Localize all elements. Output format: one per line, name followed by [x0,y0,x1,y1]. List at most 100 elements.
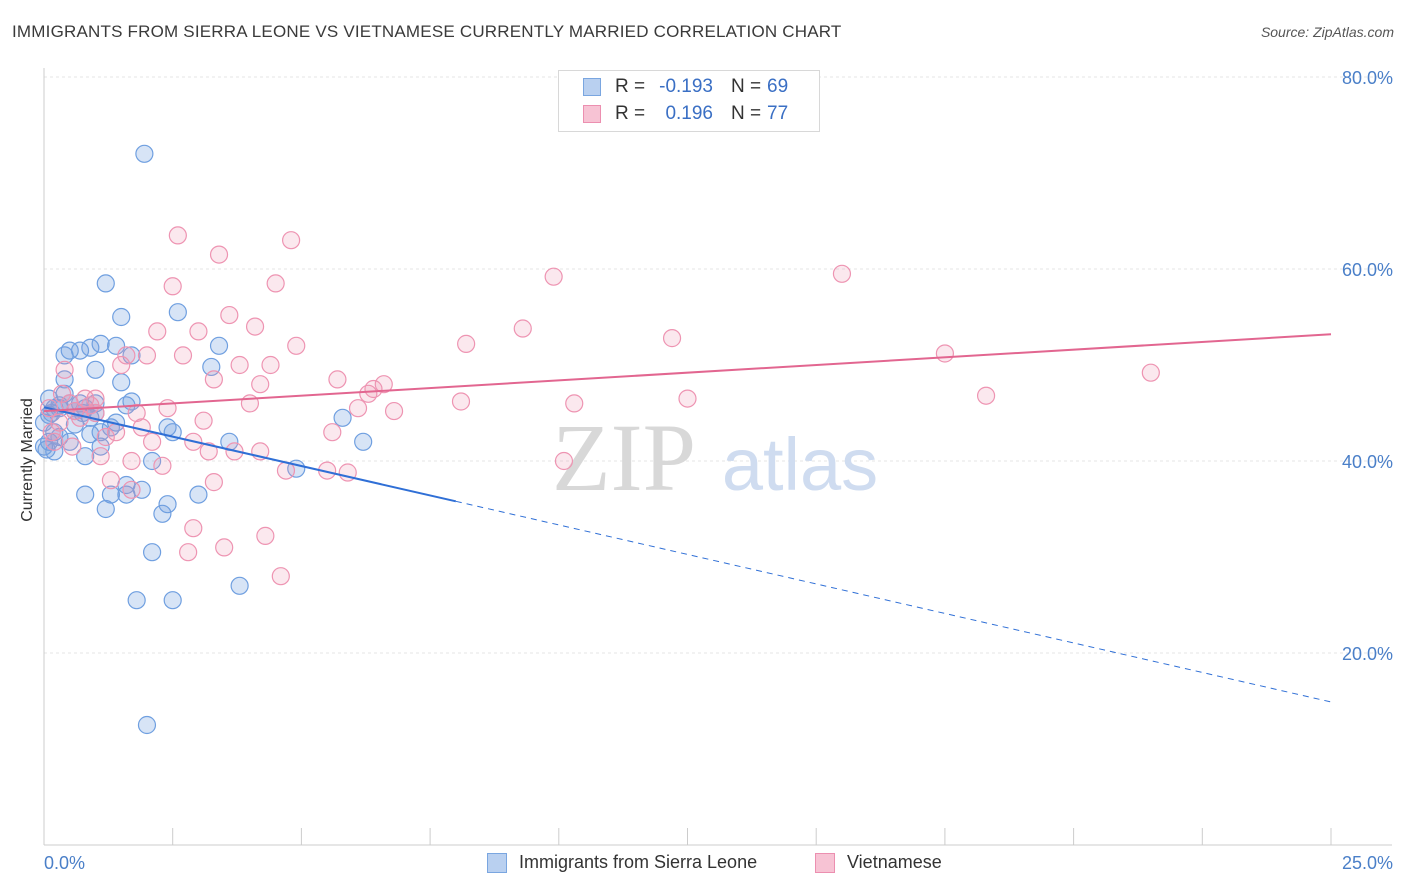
data-point-vietnamese [52,384,72,403]
data-point-vietnamese [1141,363,1160,382]
trend-lines [43,333,1332,703]
data-point-vietnamese [328,370,347,389]
data-point-vietnamese [148,322,167,341]
y-axis-label: Currently Married [19,398,36,522]
r-value-blue: -0.193 [659,76,713,97]
data-point-sierra-leone [76,485,95,504]
data-point-vietnamese [127,403,146,423]
data-point-sierra-leone [81,425,100,444]
data-point-vietnamese [251,375,270,394]
data-point-vietnamese [158,399,177,418]
data-point-vietnamese [63,437,82,456]
data-point-vietnamese [199,442,218,461]
data-point-vietnamese [384,401,404,421]
data-point-sierra-leone [127,591,146,610]
r-label: R = [615,103,646,124]
data-point-vietnamese [287,336,306,355]
stats-legend: R = -0.193 N = 69 R = 0.196 N = 77 [558,70,820,132]
data-point-sierra-leone [143,543,162,562]
data-point-vietnamese [513,319,532,338]
data-point-vietnamese [194,411,213,430]
data-point-vietnamese [204,473,223,492]
data-point-sierra-leone [91,334,110,353]
legend-label-sierra-leone: Immigrants from Sierra Leone [519,852,758,872]
data-point-sierra-leone [153,504,172,523]
data-point-vietnamese [96,427,115,447]
chart-title: IMMIGRANTS FROM SIERRA LEONE VS VIETNAME… [12,22,842,41]
data-point-vietnamese [173,346,193,365]
source-label: Source: ZipAtlas.com [1260,24,1394,40]
data-point-sierra-leone [96,499,115,519]
y-tick-label: 80.0% [1342,68,1393,88]
r-label: R = [615,76,646,97]
data-point-sierra-leone [37,440,56,459]
legend-item-sierra-leone: Immigrants from Sierra Leone [487,852,757,873]
data-point-vietnamese [106,423,126,442]
x-tick-label: 0.0% [44,853,85,873]
data-point-sierra-leone [91,437,110,456]
data-point-sierra-leone [112,373,131,392]
axes [43,68,1392,846]
data-point-vietnamese [230,355,249,375]
data-point-sierra-leone [333,408,352,427]
n-value-pink: 77 [767,103,789,124]
data-point-vietnamese [364,379,383,399]
data-point-vietnamese [189,322,208,341]
data-point-vietnamese [374,375,393,394]
x-tick-label: 25.0% [1342,853,1393,873]
data-point-sierra-leone [168,303,187,322]
legend-row-blue: R = -0.193 N = 69 [583,75,788,99]
data-point-vietnamese [117,346,136,365]
data-point-sierra-leone [86,360,105,379]
data-point-sierra-leone [34,413,54,432]
data-point-vietnamese [976,386,996,405]
legend-row-pink: R = 0.196 N = 77 [583,102,788,126]
data-point-vietnamese [565,394,584,413]
pink-swatch [815,852,835,873]
data-point-sierra-leone [189,485,208,504]
data-point-sierra-leone [60,341,79,360]
gridlines [44,76,1392,654]
data-point-vietnamese [122,480,141,499]
n-label: N = [731,76,762,97]
trend-line-vietnamese [43,333,1332,413]
data-point-vietnamese [112,355,131,375]
data-point-vietnamese [554,451,574,471]
y-tick-label: 40.0% [1342,452,1393,472]
data-point-vietnamese [153,456,172,475]
data-point-sierra-leone [96,274,115,293]
data-point-vietnamese [220,305,239,325]
data-point-vietnamese [179,543,198,562]
data-point-vietnamese [451,392,471,411]
data-point-vietnamese [184,519,203,538]
data-point-vietnamese [137,346,157,365]
data-point-sierra-leone [158,495,177,514]
blue-swatch [487,852,507,873]
data-point-sierra-leone [81,338,100,357]
data-point-vietnamese [101,471,121,490]
data-point-vietnamese [323,423,342,442]
data-point-vietnamese [282,231,301,250]
data-point-sierra-leone [60,432,79,451]
watermark-atlas: atlas [722,423,878,506]
data-point-sierra-leone [230,576,249,595]
legend-label-vietnamese: Vietnamese [847,852,942,872]
trend-extension-sierra-leone [455,500,1332,703]
data-point-sierra-leone [132,480,151,499]
n-label: N = [731,103,762,124]
data-point-vietnamese [935,344,955,363]
data-point-vietnamese [245,317,265,336]
data-point-vietnamese [215,538,234,557]
series-vietnamese [40,226,1160,586]
blue-swatch [583,78,601,96]
data-point-vietnamese [143,432,162,451]
data-point-vietnamese [271,567,290,586]
data-point-sierra-leone [101,485,121,504]
data-point-vietnamese [266,274,285,293]
data-point-vietnamese [261,355,280,375]
legend-item-vietnamese: Vietnamese [815,852,942,873]
watermark-zip: ZIP [552,404,696,511]
r-value-pink: 0.196 [665,103,713,124]
data-point-vietnamese [544,267,563,286]
